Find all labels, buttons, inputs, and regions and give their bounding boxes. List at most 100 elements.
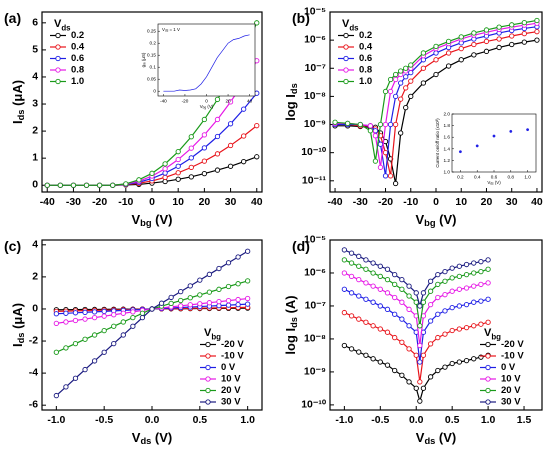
- legend-label: 10 V: [221, 374, 241, 385]
- legend-marker: [485, 341, 491, 348]
- data-point: [463, 357, 470, 364]
- data-point: [130, 314, 136, 321]
- data-point: [178, 297, 184, 304]
- data-point: [168, 300, 174, 306]
- data-point: [363, 280, 369, 286]
- data-point: [399, 286, 405, 292]
- data-point: [136, 177, 142, 183]
- data-point: [392, 71, 399, 78]
- data-point: [227, 121, 234, 127]
- data-point: [483, 38, 490, 45]
- data-point: [82, 336, 88, 342]
- data-point: [245, 278, 251, 284]
- legend-label: 0 V: [501, 362, 516, 373]
- data-point: [63, 384, 69, 390]
- y-tick-label: 1.4: [444, 146, 451, 151]
- y-axis-label-part: Current on/off ratio (x10³): [435, 118, 440, 168]
- y-tick-label: 2: [32, 271, 38, 282]
- legend-label: 0.2: [71, 30, 84, 41]
- data-point: [214, 96, 221, 103]
- legend-label: -20 V: [221, 339, 244, 350]
- x-tick-label: -30: [66, 197, 81, 208]
- x-tick-label: 1.0: [524, 175, 531, 180]
- data-point: [72, 340, 79, 347]
- data-point: [433, 57, 439, 63]
- data-point: [139, 310, 146, 316]
- data-point: [254, 20, 260, 26]
- data-point: [245, 301, 251, 307]
- y-axis-label-part: ds: [289, 83, 299, 94]
- y-tick-label: 1.0: [444, 170, 451, 175]
- data-point: [496, 36, 502, 42]
- data-point: [111, 323, 117, 329]
- plot-area: [451, 113, 537, 173]
- data-point: [445, 38, 452, 45]
- data-point: [370, 270, 376, 276]
- inset-title: Vds = 1 V: [162, 27, 180, 33]
- y-tick-label: 0.1: [150, 65, 157, 70]
- data-point: [485, 257, 491, 263]
- data-point: [413, 290, 419, 296]
- data-point: [245, 248, 251, 254]
- data-point: [521, 19, 527, 26]
- data-point: [463, 301, 470, 308]
- y-axis-label: gm (μS): [141, 52, 147, 67]
- data-point: [72, 317, 79, 324]
- series-line: [163, 34, 250, 92]
- x-tick-label: -0.5: [371, 415, 389, 426]
- x-tick-label: 1.0: [481, 415, 496, 426]
- data-point: [449, 304, 455, 311]
- data-point: [377, 273, 383, 280]
- series-line: [344, 312, 489, 382]
- legend-label: -20 V: [501, 339, 524, 350]
- data-point: [471, 270, 477, 276]
- y-tick-label: 10⁻⁶: [304, 35, 326, 46]
- legend-marker: [343, 44, 349, 50]
- y-tick-label: 4: [32, 71, 38, 82]
- data-point: [492, 134, 496, 138]
- data-point: [175, 170, 181, 176]
- y-tick-label: 10⁻⁷: [305, 63, 326, 74]
- data-point: [398, 96, 404, 102]
- y-axis-label: Ids (μA): [10, 80, 26, 124]
- y-tick-label: 10⁻¹¹: [302, 174, 327, 186]
- legend-label: -10 V: [501, 351, 524, 362]
- legend-title: Vbg: [204, 327, 221, 341]
- x-axis-label-part: (V): [494, 180, 502, 185]
- data-point: [478, 298, 484, 304]
- data-point: [456, 359, 463, 365]
- inset-title-part: ds: [165, 28, 169, 32]
- data-point: [363, 266, 369, 272]
- data-point: [149, 170, 155, 176]
- data-point: [356, 293, 362, 299]
- data-point: [382, 88, 389, 95]
- data-point: [478, 268, 484, 275]
- y-axis-label-part: (A): [283, 295, 298, 317]
- x-tick-label: 40: [247, 99, 253, 104]
- data-point: [456, 263, 463, 269]
- y-tick-label: 10⁻⁵: [304, 235, 326, 246]
- x-tick-label: 0.0: [145, 415, 160, 426]
- data-point: [445, 63, 452, 69]
- data-point: [399, 316, 405, 322]
- data-point: [82, 309, 88, 315]
- data-point: [427, 278, 434, 284]
- y-tick-label: 0.05: [147, 77, 156, 82]
- legend-label: 0.2: [359, 30, 372, 41]
- data-point: [478, 281, 484, 288]
- data-point: [449, 275, 455, 281]
- legend-title-part: V: [342, 18, 350, 30]
- data-point: [82, 316, 88, 322]
- data-point: [197, 277, 203, 283]
- legend-marker: [205, 353, 211, 359]
- legend-label: 0.8: [71, 65, 84, 76]
- data-point: [214, 116, 221, 123]
- x-tick-label: 0: [205, 99, 208, 104]
- data-point: [420, 80, 427, 86]
- data-point: [417, 323, 423, 329]
- y-tick-label: 2: [32, 126, 38, 137]
- y-tick-label: 10⁻¹⁰: [301, 398, 326, 410]
- data-point: [235, 254, 241, 260]
- data-point: [406, 306, 412, 312]
- legend-title-part: bg: [211, 332, 221, 341]
